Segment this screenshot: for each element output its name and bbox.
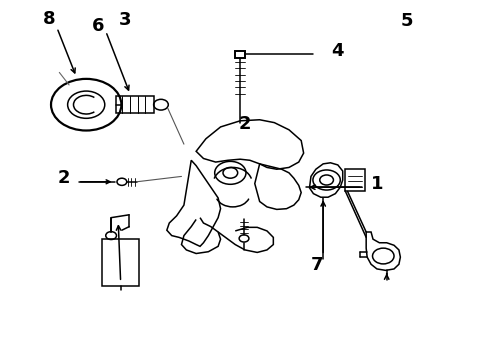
Bar	[102, 239, 139, 286]
Text: 8: 8	[43, 10, 56, 28]
Circle shape	[117, 178, 127, 185]
Text: 4: 4	[332, 42, 344, 60]
Text: 6: 6	[92, 17, 105, 35]
Text: 7: 7	[311, 256, 323, 274]
Bar	[345, 169, 365, 191]
Bar	[116, 96, 154, 113]
Circle shape	[239, 235, 249, 242]
Bar	[235, 51, 245, 58]
Text: 3: 3	[119, 12, 131, 30]
Text: 2: 2	[58, 169, 71, 187]
Text: 2: 2	[239, 116, 251, 134]
Text: 5: 5	[401, 13, 414, 31]
Text: 1: 1	[370, 175, 383, 193]
